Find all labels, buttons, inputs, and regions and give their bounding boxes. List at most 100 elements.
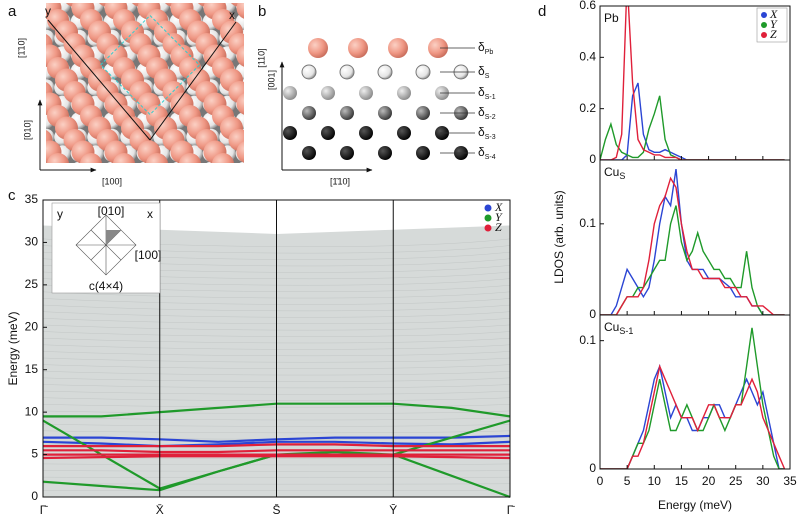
y-tick-label: 20 xyxy=(25,319,39,333)
pb-atom xyxy=(303,0,326,20)
layer-atom xyxy=(377,64,393,80)
layer-atom xyxy=(283,126,297,140)
cu-atom xyxy=(223,161,232,163)
pb-atom xyxy=(278,9,300,31)
layer-label: δS-3 xyxy=(478,125,496,141)
pb-atom xyxy=(229,177,251,199)
pb-atom xyxy=(236,93,244,115)
pb-atom xyxy=(55,165,78,188)
ldos-line xyxy=(600,363,786,469)
legend-dot xyxy=(761,32,767,38)
layer-label: δS-4 xyxy=(478,145,496,161)
layer-atom xyxy=(416,146,430,160)
pb-atom xyxy=(236,45,244,67)
pb-atom xyxy=(6,93,29,116)
cu-atom xyxy=(157,161,166,163)
layer-atom xyxy=(397,86,411,100)
x-tick-label: 30 xyxy=(756,474,770,488)
y-tick-label: 0 xyxy=(589,307,596,321)
layer-label: δPb xyxy=(478,40,493,56)
pb-atom xyxy=(328,33,350,55)
panel-species-sub: S-1 xyxy=(619,326,633,336)
layer-atom xyxy=(428,38,448,58)
y-tick-label: 30 xyxy=(25,235,39,249)
pb-atom xyxy=(80,153,102,163)
pb-atom xyxy=(146,153,168,163)
cu-atom xyxy=(140,161,150,163)
x-tick-label: S̄ xyxy=(272,503,280,517)
pb-atom xyxy=(220,165,243,188)
legend-dot xyxy=(761,12,767,18)
pb-atom xyxy=(130,177,152,199)
plot-frame xyxy=(599,314,791,470)
layer-label-sub: Pb xyxy=(485,49,494,56)
y-tick-label: 0 xyxy=(589,152,596,166)
ldos-line xyxy=(600,82,785,160)
pb-atom xyxy=(6,141,29,164)
y-tick-label: 5 xyxy=(31,447,38,461)
inset-label: [100] xyxy=(135,248,162,262)
layer-atom xyxy=(359,86,373,100)
direction-label: [1̄10] xyxy=(16,38,26,58)
legend-dot xyxy=(484,214,492,222)
layer-label: δS-2 xyxy=(478,105,496,121)
cu-atom xyxy=(173,161,183,163)
cu-atom xyxy=(124,161,133,163)
pb-atom xyxy=(262,129,284,151)
pb-atom xyxy=(196,177,218,199)
layer-atom xyxy=(415,64,431,80)
layer-atom xyxy=(378,106,392,120)
pb-atom xyxy=(14,153,36,175)
y-tick-label: 0.1 xyxy=(579,333,596,347)
legend-dot xyxy=(761,22,767,28)
pb-atom xyxy=(0,57,3,79)
ldos-line xyxy=(600,168,785,315)
layer-label-main: δ xyxy=(478,105,485,119)
pb-atom xyxy=(286,21,309,44)
x-tick-label: X̄ xyxy=(156,503,164,517)
layer-atom xyxy=(283,86,297,100)
legend-label: Y xyxy=(495,210,503,224)
y-tick-label: 35 xyxy=(25,192,39,206)
inset-ibz xyxy=(106,230,121,245)
ldos-line xyxy=(600,205,785,315)
direction-label: [1̄10] xyxy=(330,176,350,186)
x-axis-label: Energy (meV) xyxy=(658,498,732,512)
pb-atom xyxy=(0,129,20,151)
x-tick-label: 20 xyxy=(702,474,716,488)
layer-atom xyxy=(321,126,335,140)
pb-atom xyxy=(64,177,86,199)
pb-atom xyxy=(0,105,3,127)
layer-atom xyxy=(397,126,411,140)
layer-atom xyxy=(339,64,355,80)
inset-label: c(4×4) xyxy=(89,279,123,293)
pb-atom xyxy=(245,153,267,175)
y-tick-label: 10 xyxy=(25,404,39,418)
layer-atom xyxy=(340,146,354,160)
layer-atom xyxy=(359,126,373,140)
cu-atom xyxy=(206,161,216,163)
layer-label-main: δ xyxy=(478,40,485,54)
panel-species: CuS xyxy=(604,165,625,181)
pb-atom xyxy=(236,141,244,163)
pb-atom xyxy=(328,0,350,7)
layer-atom xyxy=(308,38,328,58)
layer-atom xyxy=(416,106,430,120)
x-tick-label: 0 xyxy=(597,474,604,488)
direction-label: y xyxy=(45,4,51,18)
cu-atom xyxy=(239,161,244,163)
x-tick-label: 25 xyxy=(729,474,743,488)
layer-label-sub: S-3 xyxy=(485,134,496,141)
legend-label: Z xyxy=(495,220,502,234)
ldos-line xyxy=(600,95,785,160)
legend-dot xyxy=(484,224,492,232)
pb-atom xyxy=(0,69,12,92)
panel-species: CuS-1 xyxy=(604,320,633,336)
y-tick-label: 0.1 xyxy=(579,216,596,230)
ldos-line xyxy=(600,176,785,315)
y-tick-label: 0 xyxy=(589,461,596,475)
pb-atom xyxy=(0,9,3,31)
layer-atom xyxy=(321,86,335,100)
